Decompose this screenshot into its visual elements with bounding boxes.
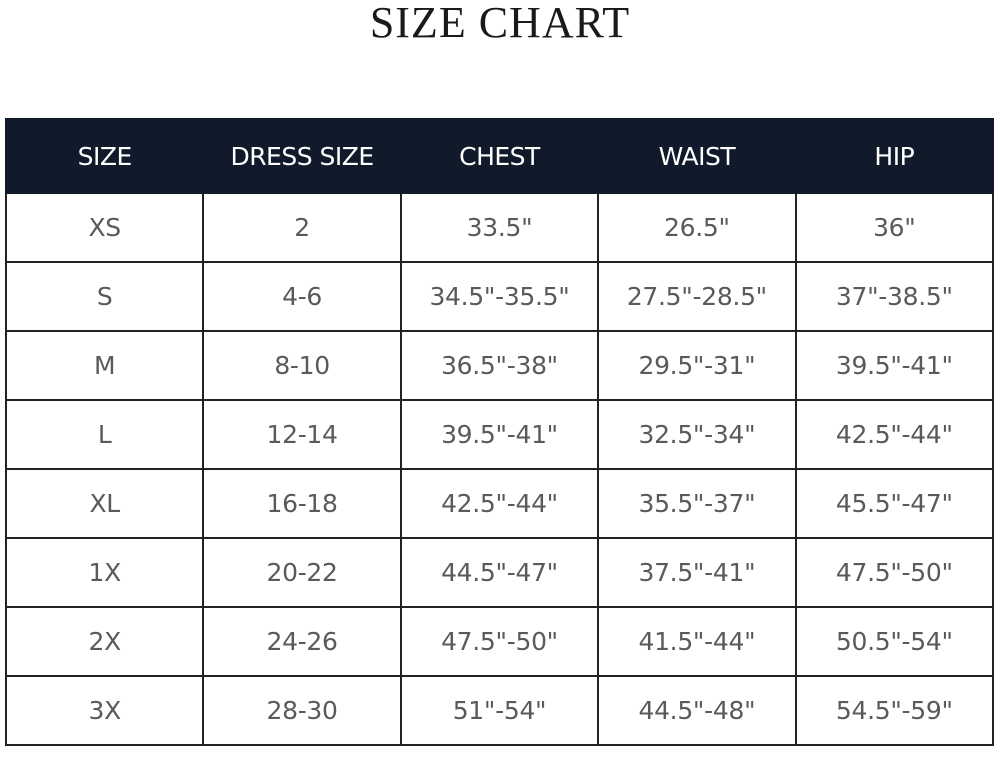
cell-chest: 44.5"-47": [399, 537, 600, 608]
cell-dress-size: 20-22: [202, 537, 402, 608]
cell-chest: 34.5"-35.5": [399, 261, 600, 332]
cell-waist: 44.5"-48": [597, 675, 797, 746]
header-waist: WAIST: [597, 118, 797, 194]
header-row: SIZE DRESS SIZE CHEST WAIST HIP: [4, 118, 995, 194]
cell-waist: 37.5"-41": [597, 537, 797, 608]
cell-chest: 47.5"-50": [399, 606, 600, 677]
cell-size: 2X: [4, 606, 205, 677]
cell-hip: 45.5"-47": [794, 468, 995, 539]
cell-waist: 35.5"-37": [597, 468, 797, 539]
cell-chest: 42.5"-44": [399, 468, 600, 539]
cell-size: S: [4, 261, 205, 332]
page-title: SIZE CHART: [369, 0, 631, 47]
cell-size: XL: [4, 468, 205, 539]
table-row: 1X 20-22 44.5"-47" 37.5"-41" 47.5"-50": [4, 537, 995, 608]
cell-hip: 50.5"-54": [794, 606, 995, 677]
cell-hip: 42.5"-44": [794, 399, 995, 470]
cell-waist: 26.5": [597, 192, 797, 263]
cell-size: L: [4, 399, 205, 470]
cell-hip: 37"-38.5": [794, 261, 995, 332]
header-dress-size: DRESS SIZE: [202, 118, 402, 194]
cell-chest: 33.5": [399, 192, 600, 263]
table-row: M 8-10 36.5"-38" 29.5"-31" 39.5"-41": [4, 330, 995, 401]
table-row: 2X 24-26 47.5"-50" 41.5"-44" 50.5"-54": [4, 606, 995, 677]
cell-hip: 54.5"-59": [794, 675, 995, 746]
cell-dress-size: 8-10: [202, 330, 402, 401]
cell-waist: 32.5"-34": [597, 399, 797, 470]
cell-size: 1X: [4, 537, 205, 608]
cell-hip: 39.5"-41": [794, 330, 995, 401]
cell-hip: 36": [794, 192, 995, 263]
cell-dress-size: 12-14: [202, 399, 402, 470]
cell-size: XS: [4, 192, 205, 263]
cell-chest: 36.5"-38": [399, 330, 600, 401]
cell-dress-size: 28-30: [202, 675, 402, 746]
table-row: XS 2 33.5" 26.5" 36": [4, 192, 995, 263]
header-size: SIZE: [4, 118, 205, 194]
table-row: 3X 28-30 51"-54" 44.5"-48" 54.5"-59": [4, 675, 995, 746]
cell-dress-size: 24-26: [202, 606, 402, 677]
cell-waist: 27.5"-28.5": [597, 261, 797, 332]
table-row: XL 16-18 42.5"-44" 35.5"-37" 45.5"-47": [4, 468, 995, 539]
cell-chest: 51"-54": [399, 675, 600, 746]
header-chest: CHEST: [399, 118, 600, 194]
cell-waist: 29.5"-31": [597, 330, 797, 401]
table-row: S 4-6 34.5"-35.5" 27.5"-28.5" 37"-38.5": [4, 261, 995, 332]
cell-chest: 39.5"-41": [399, 399, 600, 470]
cell-dress-size: 16-18: [202, 468, 402, 539]
cell-waist: 41.5"-44": [597, 606, 797, 677]
table-row: L 12-14 39.5"-41" 32.5"-34" 42.5"-44": [4, 399, 995, 470]
cell-hip: 47.5"-50": [794, 537, 995, 608]
cell-size: M: [4, 330, 205, 401]
cell-size: 3X: [4, 675, 205, 746]
header-hip: HIP: [794, 118, 995, 194]
cell-dress-size: 4-6: [202, 261, 402, 332]
cell-dress-size: 2: [202, 192, 402, 263]
size-chart-table: SIZE DRESS SIZE CHEST WAIST HIP XS 2 33.5" 26.5…: [4, 118, 995, 746]
